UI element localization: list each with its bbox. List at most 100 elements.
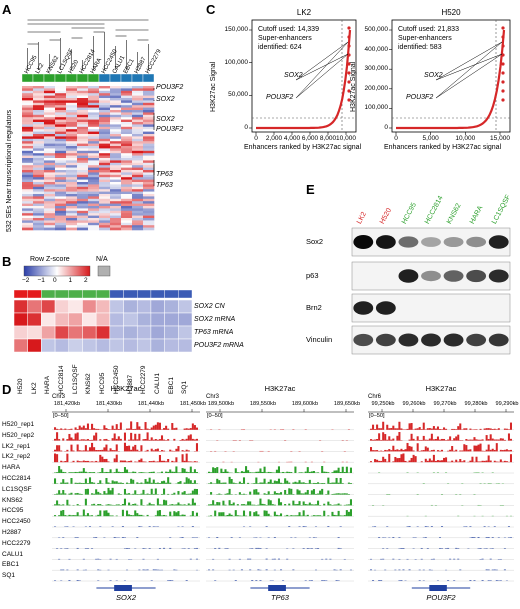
signal-bar bbox=[240, 471, 243, 473]
heatmap-cell bbox=[44, 86, 56, 89]
heatmap-cell bbox=[143, 227, 155, 231]
heatmap-cell bbox=[132, 146, 144, 149]
signal-bar bbox=[259, 482, 262, 484]
heatmap-cell bbox=[99, 146, 111, 149]
heatmap-cell bbox=[121, 102, 133, 106]
heatmap-cell bbox=[99, 158, 111, 161]
heatmap-cell bbox=[99, 126, 111, 130]
heatmap-cell bbox=[55, 86, 67, 89]
signal-bar bbox=[72, 515, 75, 517]
signal-bar bbox=[86, 488, 89, 495]
heatmap-cell bbox=[22, 162, 34, 166]
signal-bar bbox=[430, 526, 433, 527]
heatmap-cell bbox=[121, 155, 133, 159]
heatmap-cell bbox=[121, 177, 133, 180]
heatmap-cell bbox=[121, 129, 133, 132]
heatmap-cell bbox=[110, 112, 122, 116]
signal-bar bbox=[97, 491, 100, 495]
heatmap-cell bbox=[132, 105, 144, 108]
heatmap-cell bbox=[66, 222, 78, 226]
heatmap-cell bbox=[55, 201, 67, 204]
y-tick-label: 50,000 bbox=[228, 91, 248, 99]
signal-bar bbox=[167, 471, 170, 473]
signal-bar bbox=[473, 437, 476, 441]
signal-bar bbox=[160, 493, 164, 495]
heatmap-cell bbox=[110, 126, 122, 130]
signal-bar bbox=[463, 460, 466, 463]
signal-bar bbox=[136, 494, 139, 495]
dendrogram bbox=[27, 19, 149, 70]
heatmap-cell bbox=[99, 167, 111, 171]
gene-name: SOX2 bbox=[115, 593, 136, 602]
heatmap-cell bbox=[22, 86, 34, 89]
heatmap-cell bbox=[143, 160, 155, 164]
signal-bar bbox=[210, 515, 213, 517]
heatmap-cell bbox=[22, 131, 34, 135]
heatmap-cell bbox=[88, 95, 100, 99]
signal-bar bbox=[263, 466, 266, 473]
signal-bar bbox=[400, 454, 403, 463]
signal-bar bbox=[138, 526, 141, 527]
heatmap-cell bbox=[88, 172, 100, 176]
heatmap-cell bbox=[132, 102, 144, 106]
signal-bar bbox=[382, 558, 385, 560]
signal-bar bbox=[193, 480, 196, 484]
heatmap-cell bbox=[44, 213, 56, 216]
signal-bar bbox=[138, 483, 141, 484]
signal-bar bbox=[339, 472, 342, 473]
heatmap-cell bbox=[66, 88, 78, 92]
signal-bar bbox=[119, 438, 122, 441]
heatmap-cell bbox=[66, 129, 78, 132]
signal-bar bbox=[105, 477, 108, 484]
heatmap-cell bbox=[22, 170, 34, 173]
heatmap-cell bbox=[110, 141, 122, 144]
signal-bar bbox=[220, 482, 223, 484]
signal-bar bbox=[265, 493, 268, 495]
signal-bar bbox=[406, 428, 409, 430]
signal-bar bbox=[191, 526, 194, 527]
signal-bar bbox=[487, 428, 490, 430]
heatmap-cell bbox=[88, 90, 100, 94]
signal-bar bbox=[457, 426, 460, 430]
signal-bar bbox=[58, 558, 61, 560]
signal-bar bbox=[343, 504, 346, 506]
signal-bar bbox=[265, 558, 268, 560]
heatmap-cell bbox=[77, 129, 89, 132]
heatmap-cell bbox=[77, 134, 89, 137]
signal-bar bbox=[146, 569, 149, 571]
signal-bar bbox=[195, 558, 198, 560]
signal-bar bbox=[103, 510, 106, 517]
heatmap-cell bbox=[121, 194, 133, 197]
heatmap-cell bbox=[121, 165, 133, 168]
signal-bar bbox=[132, 479, 135, 484]
signal-bar bbox=[398, 458, 401, 463]
heatmap-cell bbox=[88, 122, 100, 125]
heatmap-cell bbox=[44, 174, 56, 178]
signal-bar bbox=[453, 558, 456, 560]
signal-bar bbox=[74, 515, 77, 517]
signal-bar bbox=[304, 515, 307, 517]
heatmap-cell bbox=[99, 174, 111, 178]
signal-bar bbox=[140, 499, 143, 506]
signal-bar bbox=[242, 477, 246, 484]
signal-bar bbox=[136, 537, 139, 538]
heatmap-cell bbox=[88, 148, 100, 152]
signal-bar bbox=[130, 460, 133, 463]
signal-bar bbox=[392, 558, 395, 560]
signal-bar bbox=[54, 453, 57, 463]
signal-bar bbox=[424, 458, 427, 463]
heatmap-cell bbox=[121, 218, 133, 221]
heatmap-cell bbox=[132, 131, 144, 135]
signal-bar bbox=[99, 472, 102, 473]
blot-band bbox=[443, 236, 464, 248]
signal-bar bbox=[238, 515, 241, 517]
signal-bar bbox=[277, 498, 280, 506]
heatmap-cell bbox=[99, 170, 111, 173]
signal-bar bbox=[298, 472, 301, 473]
heatmap-cell bbox=[132, 177, 144, 180]
heatmap-cell bbox=[55, 203, 67, 207]
heatmap-cell bbox=[110, 218, 122, 221]
signal-bar bbox=[58, 515, 61, 517]
signal-bar bbox=[82, 558, 85, 560]
signal-bar bbox=[267, 499, 270, 506]
